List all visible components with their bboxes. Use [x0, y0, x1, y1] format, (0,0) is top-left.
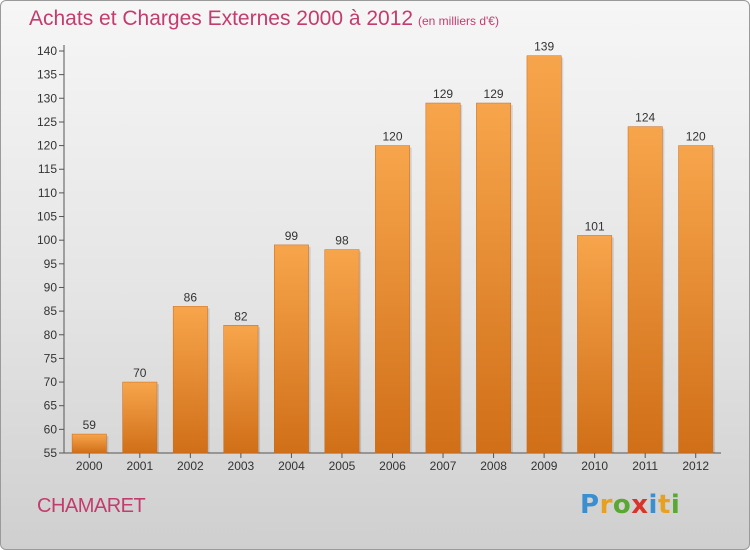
value-label-2010: 101	[585, 219, 605, 233]
x-tick-label-2009: 2009	[531, 459, 558, 473]
y-tick-label: 80	[44, 328, 58, 342]
y-tick-label: 110	[38, 186, 57, 200]
x-tick-label-2004: 2004	[278, 459, 305, 473]
logo-letter: P	[580, 490, 600, 520]
x-tick-label-2012: 2012	[682, 459, 709, 473]
x-tick-label-2006: 2006	[379, 459, 406, 473]
chart-title: Achats et Charges Externes 2000 à 2012	[29, 7, 414, 30]
y-tick-label: 65	[44, 399, 58, 413]
logo-letter: o	[612, 490, 632, 520]
bar-2000	[71, 433, 107, 454]
y-tick-label: 90	[44, 280, 58, 294]
value-label-2002: 86	[184, 290, 198, 304]
y-tick-label: 70	[44, 375, 58, 389]
bar-2010	[577, 235, 613, 454]
value-label-2005: 98	[335, 234, 349, 248]
y-tick-label: 105	[37, 210, 57, 224]
value-label-2008: 129	[484, 87, 504, 101]
value-label-2011: 124	[635, 111, 655, 125]
bar-2002	[172, 306, 208, 454]
x-tick-label-2008: 2008	[480, 459, 507, 473]
bar-2003	[223, 325, 259, 454]
bar-2012	[678, 145, 714, 454]
value-label-2000: 59	[83, 418, 97, 432]
bar-2004	[273, 244, 309, 454]
logo-letter: r	[599, 490, 613, 520]
x-tick-label-2007: 2007	[430, 459, 457, 473]
x-tick-label-2010: 2010	[581, 459, 608, 473]
bar-2001	[122, 381, 158, 454]
bar-2005	[324, 249, 360, 454]
y-tick-label: 130	[37, 91, 57, 105]
value-label-2006: 120	[382, 130, 402, 144]
x-tick-label-2003: 2003	[228, 459, 255, 473]
logo-letter: i	[670, 490, 681, 520]
value-label-2009: 139	[534, 40, 554, 54]
y-tick-label: 85	[44, 304, 58, 318]
value-label-2007: 129	[433, 87, 453, 101]
y-tick-label: 125	[37, 115, 57, 129]
bar-2007	[425, 102, 461, 454]
x-tick-label-2002: 2002	[177, 459, 204, 473]
bar-2008	[476, 102, 512, 454]
y-tick-label: 75	[44, 351, 58, 365]
y-tick-label: 60	[44, 422, 58, 436]
logo-letter: t	[657, 490, 671, 520]
bar-2009	[526, 55, 562, 454]
value-label-2001: 70	[133, 366, 147, 380]
logo-letter: x	[631, 490, 649, 520]
bar-2006	[375, 145, 410, 454]
y-tick-label: 135	[37, 68, 57, 82]
chart-subtitle: (en milliers d'€)	[418, 14, 499, 28]
value-label-2012: 120	[686, 130, 706, 144]
value-label-2003: 82	[234, 309, 248, 323]
y-tick-label: 95	[44, 257, 58, 271]
proxiti-logo: Proxiti	[580, 490, 680, 520]
x-tick-label-2005: 2005	[329, 459, 356, 473]
logo-letter: i	[648, 490, 658, 520]
bar-2011	[627, 126, 663, 454]
commune-name: CHAMARET	[37, 495, 146, 517]
x-tick-label-2001: 2001	[126, 459, 153, 473]
y-tick-label: 140	[37, 44, 57, 58]
y-tick-label: 120	[37, 139, 57, 153]
y-tick-label: 55	[44, 446, 58, 460]
y-tick-label: 100	[37, 233, 57, 247]
value-label-2004: 99	[285, 229, 299, 243]
x-tick-label-2000: 2000	[76, 459, 103, 473]
x-tick-label-2011: 2011	[632, 459, 658, 473]
y-tick-label: 115	[38, 162, 57, 176]
